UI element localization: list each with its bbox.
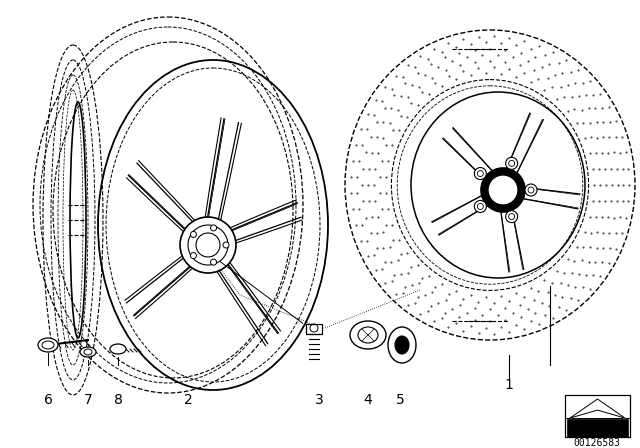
Bar: [306, 324, 322, 334]
Ellipse shape: [196, 233, 220, 257]
Ellipse shape: [180, 217, 236, 273]
Ellipse shape: [191, 232, 196, 237]
Text: 00126583: 00126583: [573, 438, 621, 448]
Ellipse shape: [211, 225, 216, 231]
Ellipse shape: [395, 336, 409, 354]
Ellipse shape: [481, 168, 525, 212]
Ellipse shape: [211, 259, 216, 265]
Ellipse shape: [110, 344, 126, 354]
Polygon shape: [570, 399, 625, 418]
Ellipse shape: [474, 200, 486, 212]
Ellipse shape: [191, 253, 196, 258]
Ellipse shape: [223, 242, 229, 248]
Ellipse shape: [38, 338, 58, 352]
Bar: [567, 419, 628, 437]
Text: 8: 8: [113, 393, 122, 407]
Ellipse shape: [506, 211, 518, 223]
Ellipse shape: [388, 327, 416, 363]
Bar: [565, 395, 630, 437]
Ellipse shape: [80, 347, 96, 357]
Text: 4: 4: [364, 393, 372, 407]
Ellipse shape: [488, 175, 518, 205]
Text: 5: 5: [396, 393, 404, 407]
Ellipse shape: [350, 321, 386, 349]
Text: 6: 6: [44, 393, 52, 407]
Text: 1: 1: [504, 378, 513, 392]
Text: 2: 2: [184, 393, 193, 407]
Ellipse shape: [506, 157, 518, 169]
Ellipse shape: [525, 184, 537, 196]
Text: 7: 7: [84, 393, 92, 407]
Ellipse shape: [474, 168, 486, 180]
Text: 3: 3: [315, 393, 323, 407]
